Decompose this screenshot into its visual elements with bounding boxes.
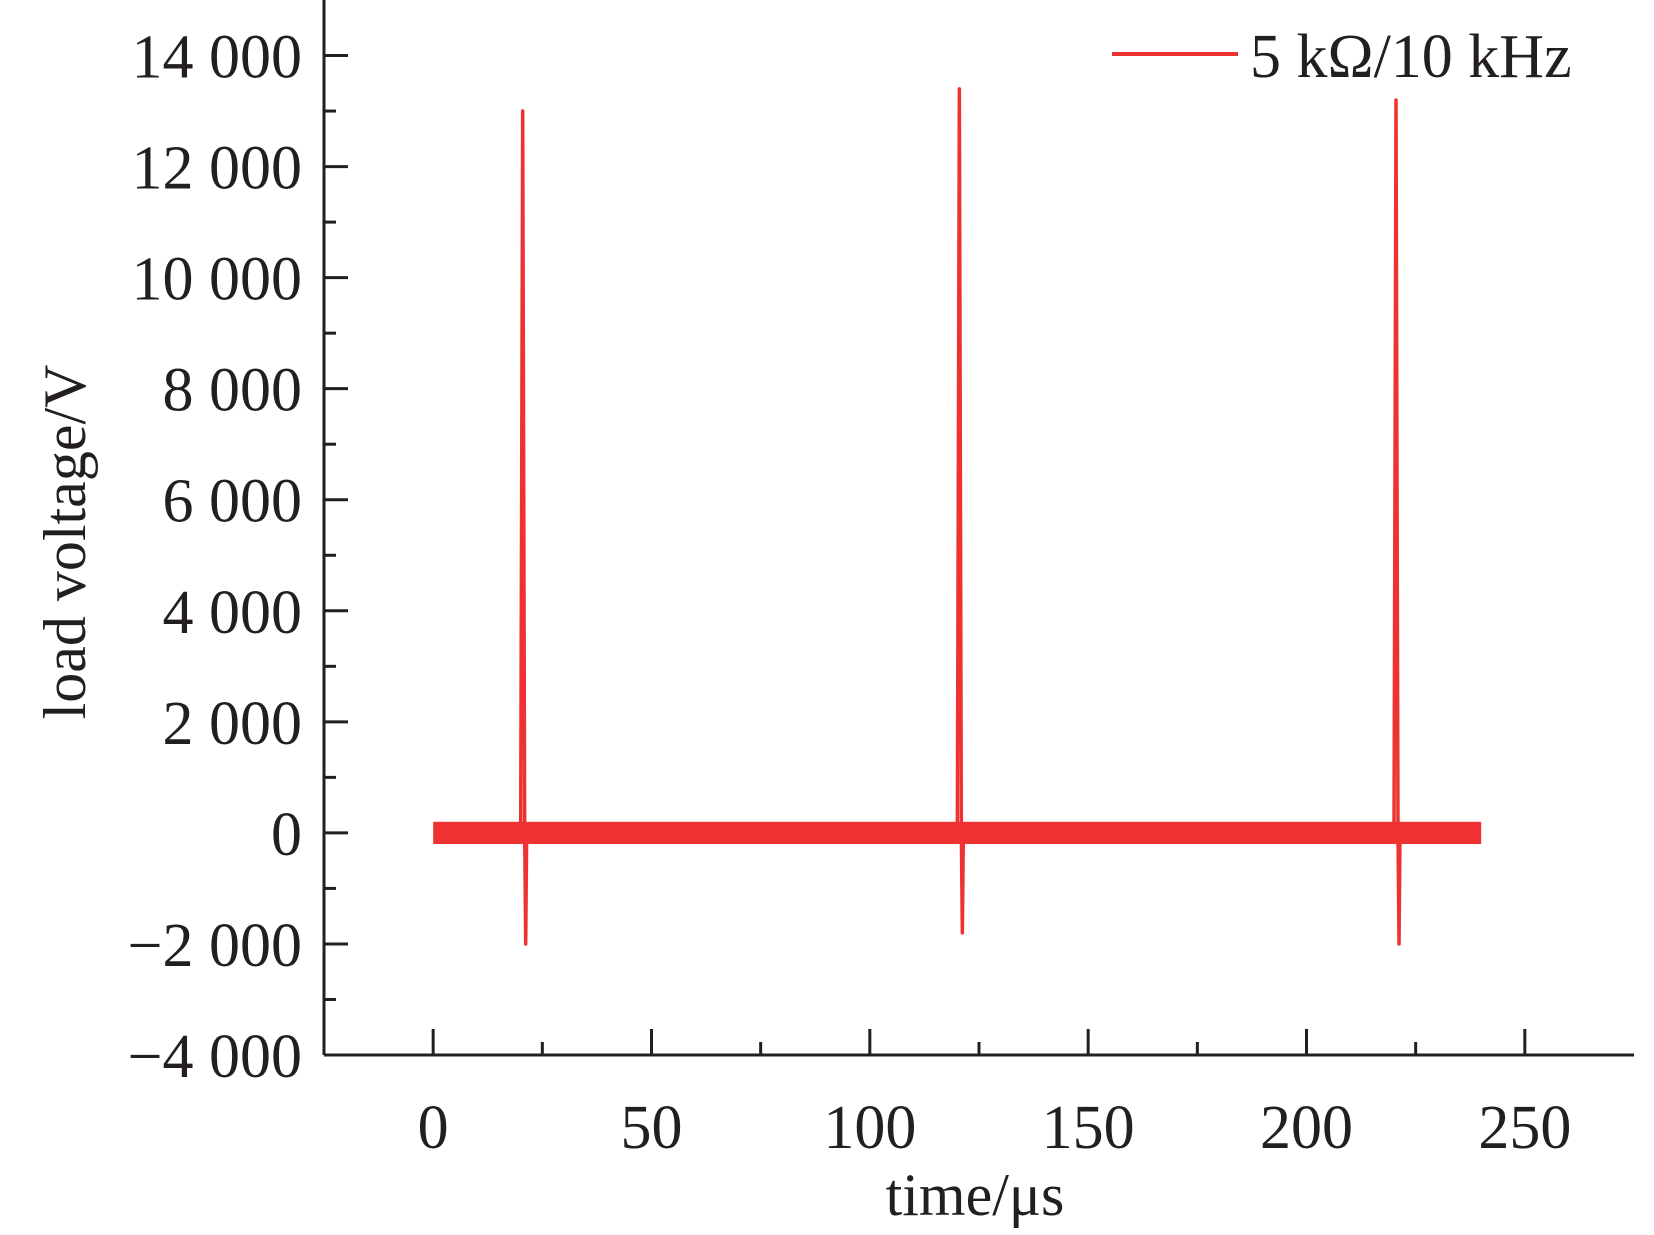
legend: 5 kΩ/10 kHz (1112, 23, 1572, 91)
series-pulse (518, 109, 529, 946)
x-tick-label: 100 (823, 1094, 916, 1162)
y-tick-label: 10 000 (132, 246, 303, 314)
y-tick-label: 2 000 (163, 690, 303, 758)
y-axis-title: load voltage/V (32, 365, 98, 720)
series-pulse (1392, 98, 1402, 946)
y-tick-label: 12 000 (132, 135, 303, 203)
y-tick-label: 0 (271, 801, 302, 869)
y-tick-label: 14 000 (132, 24, 303, 92)
x-tick-label: 250 (1478, 1094, 1571, 1162)
plot-area (433, 87, 1482, 946)
x-axis-title: time/μs (886, 1162, 1065, 1228)
series-pulse (955, 87, 966, 935)
y-tick-label: −4 000 (128, 1023, 302, 1091)
y-tick-label: −2 000 (128, 912, 302, 980)
x-tick-label: 50 (621, 1094, 683, 1162)
axes: 0 50 100 150 200 250 −4 000 −2 000 0 2 000 4 000 6 … (128, 0, 1634, 1162)
y-tick-label: 4 000 (163, 579, 303, 647)
legend-label: 5 kΩ/10 kHz (1250, 23, 1572, 91)
series-baseline-band (433, 821, 1482, 844)
y-tick-label: 8 000 (163, 357, 303, 425)
x-tick-label: 150 (1042, 1094, 1135, 1162)
x-tick-label: 0 (418, 1094, 449, 1162)
y-tick-label: 6 000 (163, 468, 303, 536)
x-tick-label: 200 (1260, 1094, 1353, 1162)
